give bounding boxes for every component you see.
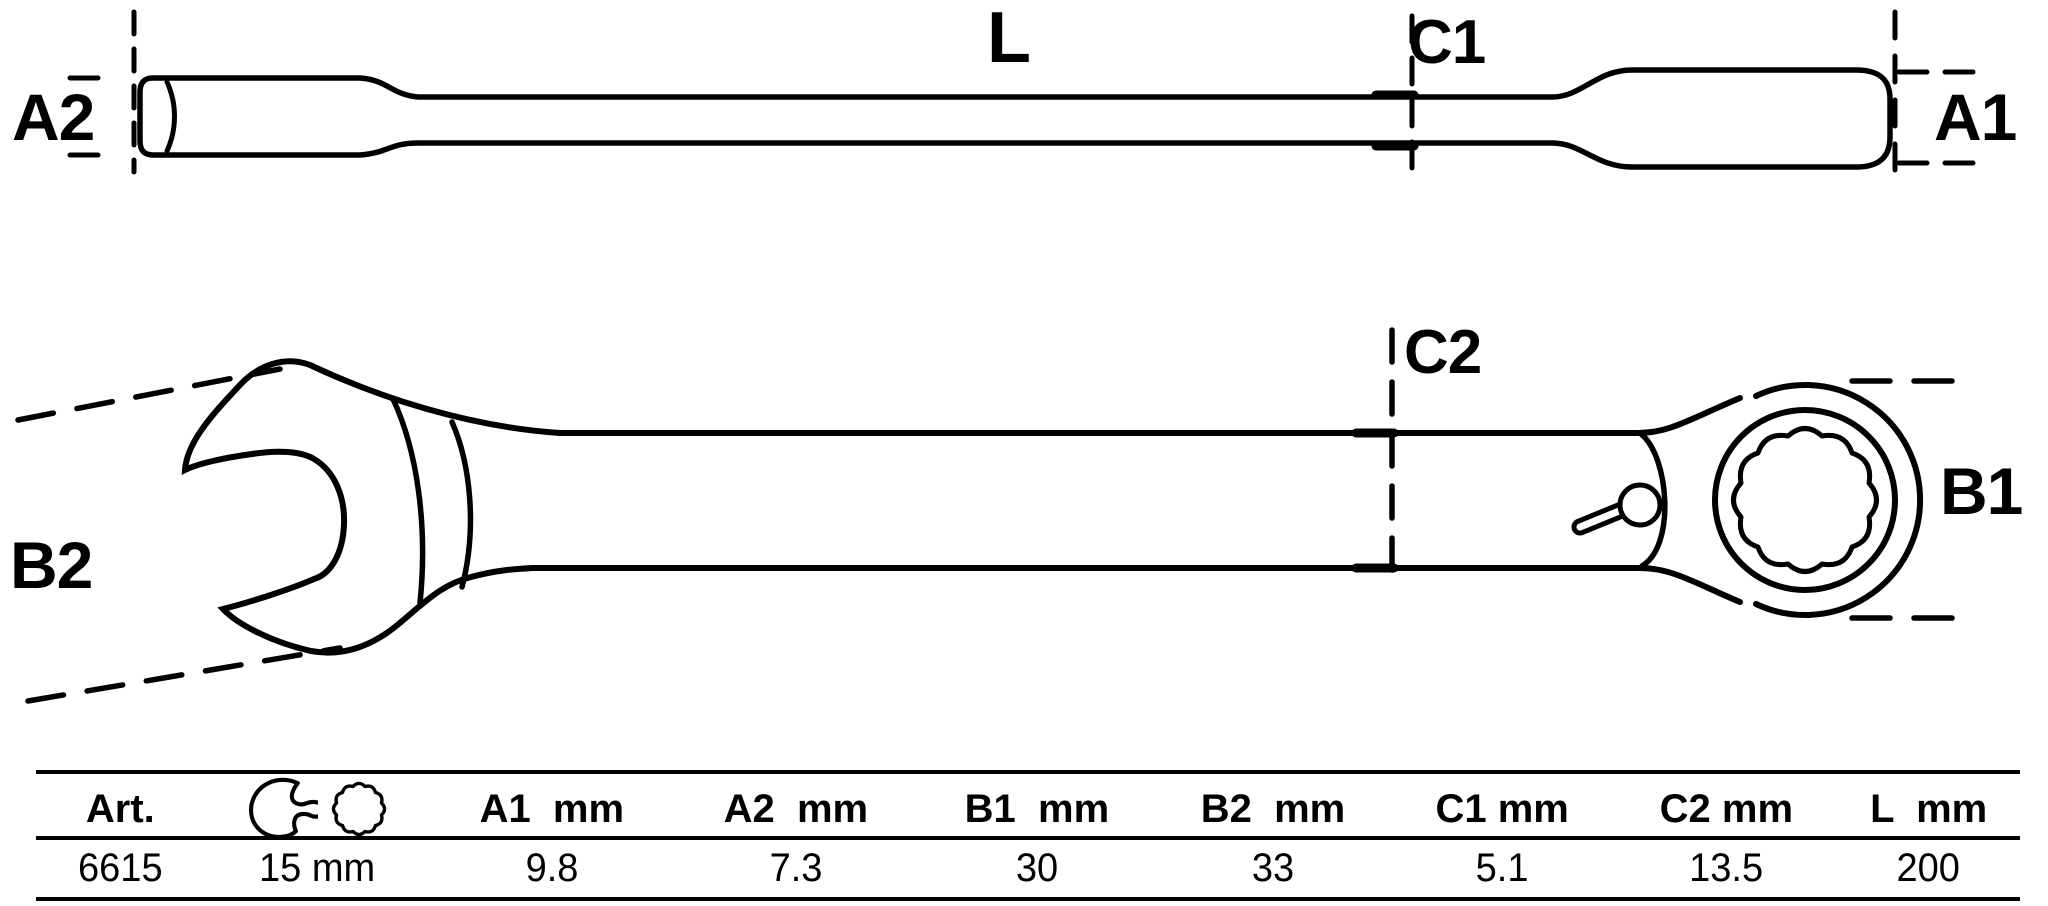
value-size: 15 mm <box>258 846 375 890</box>
open-end-collar-arc-inner <box>449 419 474 590</box>
b2-dimension-line-bottom <box>25 645 343 704</box>
label-b1: B1 <box>1940 454 2023 528</box>
value-c2: 13.5 <box>1689 846 1764 890</box>
top-view-outline <box>137 67 1893 170</box>
shaft-bottom-line <box>530 565 1743 605</box>
header-a2: A2 mm <box>723 786 869 831</box>
header-b1: B1 mm <box>964 786 1110 831</box>
open-end-wrench-icon <box>248 777 318 839</box>
value-b1: 30 <box>1015 846 1059 890</box>
open-end-head-outline <box>181 358 563 656</box>
left-cap-edge-arc <box>164 79 177 154</box>
b2-dimension-line-top <box>15 366 283 423</box>
header-c2: C2 mm <box>1659 786 1794 831</box>
label-a2: A2 <box>12 80 95 154</box>
ring-collar-arc <box>1638 431 1668 569</box>
label-c2: C2 <box>1404 318 1482 387</box>
shaft-top-line <box>557 395 1743 436</box>
label-a1: A1 <box>1934 80 2017 154</box>
header-art: Art. <box>85 786 155 831</box>
header-size-icons <box>205 774 429 844</box>
value-b2: 33 <box>1251 846 1295 890</box>
label-length-L: L <box>987 0 1031 78</box>
top-view <box>67 9 1983 183</box>
ring-outer-circle <box>1753 382 1924 618</box>
header-c1: C1 mm <box>1435 786 1569 831</box>
label-c1: C1 <box>1408 8 1486 77</box>
value-l: 200 <box>1896 846 1961 890</box>
value-c1: 5.1 <box>1475 846 1529 890</box>
value-a2: 7.3 <box>769 846 823 890</box>
spec-table: Art. A1 mm A2 mm B1 mm B2 mm C1 mm C2 mm… <box>36 770 2020 901</box>
twelve-point-ring-icon <box>331 781 386 837</box>
value-art-number: 6615 <box>78 846 163 890</box>
header-b2: B2 mm <box>1200 786 1346 831</box>
twelve-point-socket-profile <box>1731 426 1879 574</box>
bottom-view <box>15 327 1958 704</box>
ratchet-lever-knob <box>1617 482 1663 528</box>
header-l: L mm <box>1870 786 1988 831</box>
ratchet-lever-stem-fill <box>1576 505 1628 531</box>
spec-table-value-row: 6615 15 mm 9.8 7.3 30 33 5.1 13.5 200 <box>36 840 2020 897</box>
spec-table-header-row: Art. A1 mm A2 mm B1 mm B2 mm C1 mm C2 mm… <box>36 774 2020 840</box>
open-end-collar-arc-outer <box>390 396 426 606</box>
header-a1: A1 mm <box>479 786 625 831</box>
ring-inner-circle <box>1712 407 1898 593</box>
label-b2: B2 <box>10 528 93 602</box>
value-a1: 9.8 <box>525 846 579 890</box>
